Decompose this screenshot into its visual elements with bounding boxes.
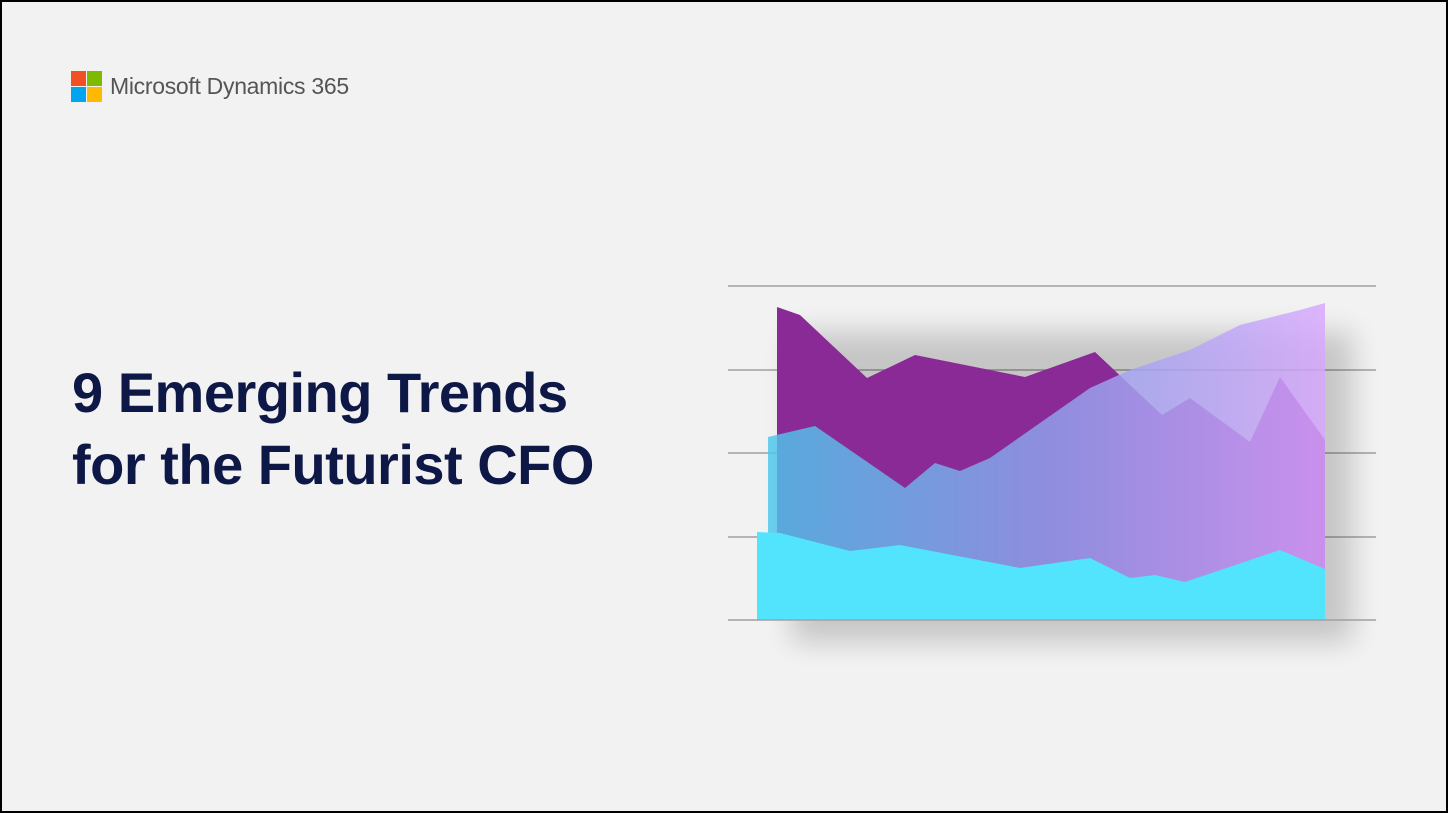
title-line: 9 Emerging Trends <box>72 361 568 424</box>
title: 9 Emerging Trends for the Futurist CFO <box>72 357 594 501</box>
ms-logo <box>71 71 102 102</box>
title-line: for the Futurist CFO <box>72 433 594 496</box>
brand: Microsoft Dynamics 365 <box>110 73 349 99</box>
